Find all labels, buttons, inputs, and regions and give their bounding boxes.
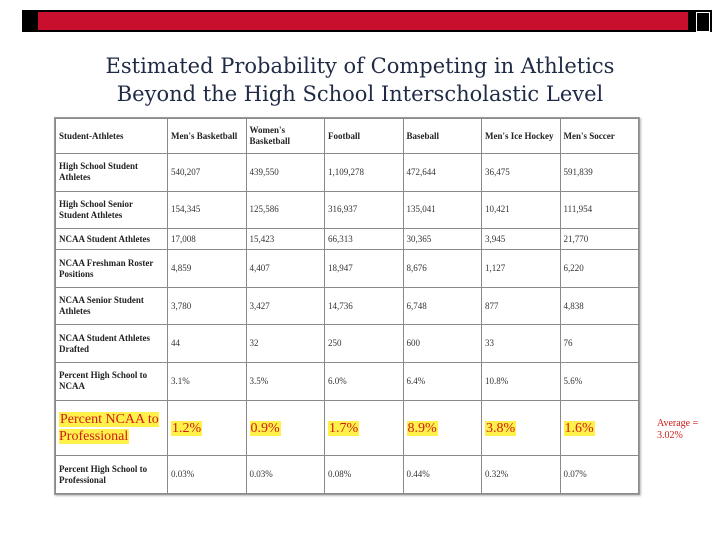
- table-cell: 66,313: [324, 228, 404, 251]
- table-cell: 154,345: [167, 190, 247, 230]
- corner-decoration: [696, 12, 710, 32]
- table-cell: 33: [481, 324, 561, 364]
- highlight-value: 0.9%: [249, 420, 281, 436]
- highlight-value: 3.8%: [485, 420, 517, 436]
- table-row: Percent High School to Professional 0.03…: [55, 455, 639, 494]
- row-label: NCAA Senior Student Athletes: [55, 286, 168, 326]
- table-cell: 0.44%: [402, 455, 482, 494]
- table-row-highlighted: Percent NCAA to Professional 1.2% 0.9% 1…: [55, 399, 639, 457]
- table-row: NCAA Student Athletes 17,008 15,423 66,3…: [55, 228, 639, 251]
- highlight-value: 1.6%: [563, 420, 595, 436]
- table-cell: 17,008: [167, 228, 247, 251]
- table-row: NCAA Senior Student Athletes 3,780 3,427…: [55, 286, 639, 326]
- row-label: Percent High School to NCAA: [55, 362, 168, 401]
- table-cell: 10.8%: [481, 362, 561, 401]
- table-cell: 6,220: [559, 249, 639, 288]
- table-cell: 3,945: [481, 228, 561, 251]
- table-header-row: Student-Athletes Men's Basketball Women'…: [55, 118, 639, 154]
- table-cell-highlighted: 1.6%: [559, 399, 639, 457]
- column-header: Men's Soccer: [559, 118, 639, 154]
- table-cell: 591,839: [559, 153, 639, 192]
- table-cell-highlighted: 1.2%: [167, 399, 247, 457]
- table-cell-highlighted: 1.7%: [324, 399, 404, 457]
- table-cell: 0.07%: [559, 455, 639, 494]
- table-cell: 14,736: [324, 286, 404, 326]
- highlight-value: 1.7%: [328, 420, 360, 436]
- table-cell: 0.08%: [324, 455, 404, 494]
- table-cell: 3,427: [245, 286, 325, 326]
- column-header: Men's Basketball: [167, 118, 247, 154]
- table-cell: 4,407: [245, 249, 325, 288]
- table-cell: 877: [481, 286, 561, 326]
- table-row: NCAA Freshman Roster Positions 4,859 4,4…: [55, 249, 639, 288]
- column-header: Women's Basketball: [245, 118, 325, 154]
- title-line-2: Beyond the High School Interscholastic L…: [116, 82, 604, 106]
- row-label: NCAA Student Athletes: [55, 228, 168, 251]
- highlight-value: 8.9%: [406, 420, 438, 436]
- table-cell: 1,109,278: [324, 153, 404, 192]
- table-cell: 540,207: [167, 153, 247, 192]
- table-cell: 600: [402, 324, 482, 364]
- table-cell: 1,127: [481, 249, 561, 288]
- table-cell: 4,859: [167, 249, 247, 288]
- title-line-1: Estimated Probability of Competing in At…: [105, 54, 615, 78]
- table-cell: 32: [245, 324, 325, 364]
- row-label: High School Student Athletes: [55, 153, 168, 192]
- row-label: High School Senior Student Athletes: [55, 190, 168, 230]
- table-cell: 0.03%: [167, 455, 247, 494]
- slide-accent-bar: [38, 12, 688, 30]
- table-cell: 125,586: [245, 190, 325, 230]
- table-cell: 472,644: [402, 153, 482, 192]
- table-row: NCAA Student Athletes Drafted 44 32 250 …: [55, 324, 639, 364]
- table-cell: 135,041: [402, 190, 482, 230]
- table-cell-highlighted: 8.9%: [402, 399, 482, 457]
- table-cell: 0.03%: [245, 455, 325, 494]
- table-row: High School Student Athletes 540,207 439…: [55, 153, 639, 192]
- column-header: Men's Ice Hockey: [481, 118, 561, 154]
- table-cell: 36,475: [481, 153, 561, 192]
- highlight-value: 1.2%: [171, 420, 203, 436]
- table-cell: 439,550: [245, 153, 325, 192]
- table-cell: 18,947: [324, 249, 404, 288]
- table-cell: 6.4%: [402, 362, 482, 401]
- row-label: Percent High School to Professional: [55, 455, 168, 494]
- highlight-label-text: Percent NCAA to Professional: [59, 412, 159, 445]
- row-label-highlighted: Percent NCAA to Professional: [55, 399, 168, 457]
- probability-table-container: Student-Athletes Men's Basketball Women'…: [54, 117, 640, 495]
- table-cell: 30,365: [402, 228, 482, 251]
- average-note: Average = 3.02%: [657, 418, 699, 441]
- probability-table: Student-Athletes Men's Basketball Women'…: [55, 118, 639, 494]
- table-cell: 6.0%: [324, 362, 404, 401]
- table-cell: 15,423: [245, 228, 325, 251]
- table-cell: 44: [167, 324, 247, 364]
- table-cell: 250: [324, 324, 404, 364]
- table-cell: 6,748: [402, 286, 482, 326]
- table-cell: 10,421: [481, 190, 561, 230]
- column-header: Student-Athletes: [55, 118, 168, 154]
- table-cell-highlighted: 0.9%: [245, 399, 325, 457]
- table-cell: 4,838: [559, 286, 639, 326]
- table-cell-highlighted: 3.8%: [481, 399, 561, 457]
- table-cell: 21,770: [559, 228, 639, 251]
- table-row: High School Senior Student Athletes 154,…: [55, 190, 639, 230]
- column-header: Football: [324, 118, 404, 154]
- row-label: NCAA Student Athletes Drafted: [55, 324, 168, 364]
- table-row: Percent High School to NCAA 3.1% 3.5% 6.…: [55, 362, 639, 401]
- table-cell: 0.32%: [481, 455, 561, 494]
- row-label: NCAA Freshman Roster Positions: [55, 249, 168, 288]
- table-cell: 8,676: [402, 249, 482, 288]
- table-cell: 3,780: [167, 286, 247, 326]
- table-cell: 76: [559, 324, 639, 364]
- slide-title: Estimated Probability of Competing in At…: [0, 52, 720, 108]
- table-cell: 111,954: [559, 190, 639, 230]
- table-cell: 3.5%: [245, 362, 325, 401]
- table-cell: 5.6%: [559, 362, 639, 401]
- column-header: Baseball: [402, 118, 482, 154]
- table-cell: 3.1%: [167, 362, 247, 401]
- table-cell: 316,937: [324, 190, 404, 230]
